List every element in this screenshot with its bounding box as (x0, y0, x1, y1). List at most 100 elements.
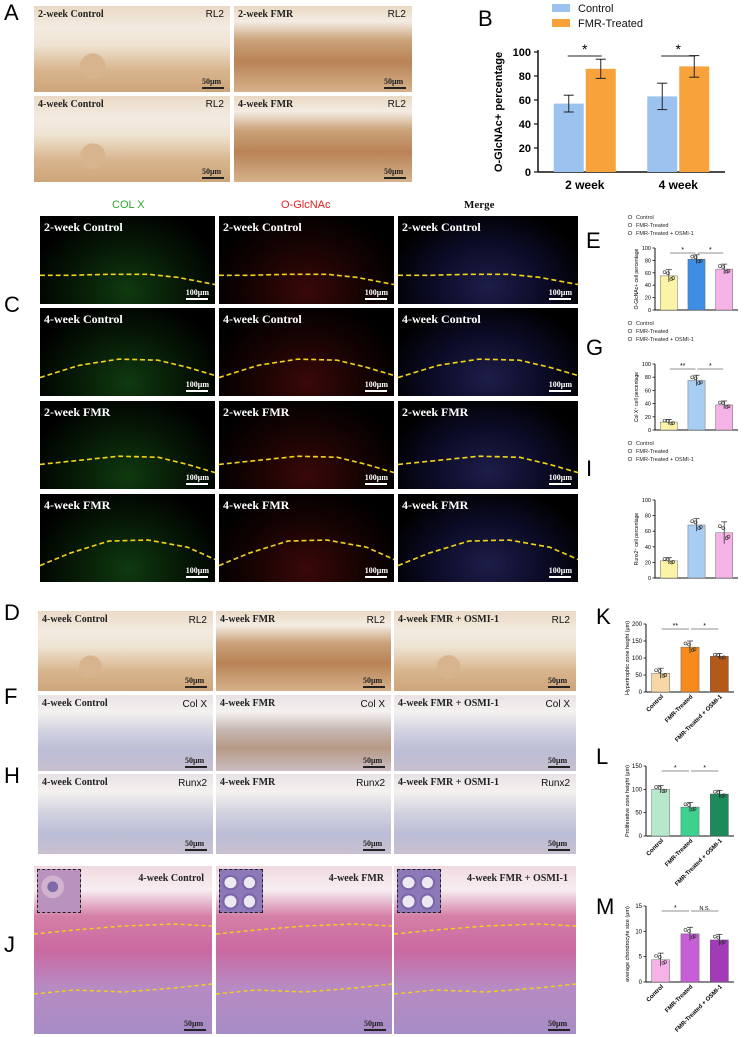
y-tick-label: 80 (645, 375, 651, 381)
panel-letter-m: M (596, 894, 614, 920)
y-tick-label: 40 (645, 402, 651, 408)
y-tick-label: 20 (645, 296, 651, 302)
tile-label: 4-week FMR (223, 498, 289, 513)
ihc-tile: 4-week FMR + OSMI-1 Runx2 50μm (394, 774, 576, 854)
tile-label: 4-week Control (138, 873, 204, 884)
tile-label: 2-week Control (44, 220, 123, 235)
tile-tag: RL2 (388, 99, 406, 110)
ihc-tile: 4-week FMR Col X 50μm (216, 695, 391, 771)
y-tick-label: 0 (639, 980, 643, 986)
ihc-tile: 4-week FMR RL2 50μm (216, 611, 391, 691)
bar (710, 940, 728, 982)
data-point (655, 954, 658, 957)
legend-label: FMR-Treated + OSMI-1 (636, 337, 694, 343)
scale-bar: 50μm (202, 77, 224, 89)
tile-tag: RL2 (206, 99, 224, 110)
ihc-tile: 4-week FMR + OSMI-1 Col X 50μm (394, 695, 576, 771)
legend-label: FMR-Treated (636, 449, 669, 455)
data-point (713, 653, 716, 656)
y-tick-label: 20 (645, 560, 651, 566)
panel-c-tile: 4-week FMR 100μm (219, 494, 394, 582)
scale-bar: 100μm (549, 380, 572, 392)
ihc-tile: 4-week Control RL2 50μm (38, 611, 213, 691)
y-tick-label: 0 (648, 428, 651, 434)
tile-label: 2-week FMR (238, 9, 293, 20)
y-tick-label: 0 (639, 834, 643, 840)
significance-label: * (582, 41, 588, 57)
panel-c-tile: 4-week Control 100μm (398, 308, 578, 396)
panel-letter-f: F (4, 684, 17, 710)
legend-label: FMR-Treated + OSMI-1 (636, 457, 694, 463)
scale-bar: 50μm (185, 756, 207, 768)
bar (710, 656, 728, 692)
y-tick-label: 60 (519, 95, 531, 107)
scale-bar: 50μm (548, 839, 570, 851)
tile-label: 4-week FMR (329, 873, 384, 884)
scale-bar: 100μm (365, 288, 388, 300)
tile-label: 4-week Control (42, 614, 108, 625)
bar (681, 934, 699, 982)
data-point (663, 557, 666, 560)
legend-label: Control (636, 215, 654, 221)
y-tick-label: 5 (639, 955, 643, 961)
scale-bar: 50μm (363, 756, 385, 768)
ihc-tile: 4-week FMR Runx2 50μm (216, 774, 391, 854)
legend-swatch (552, 19, 570, 27)
panel-c-tile: 2-week FMR 100μm (219, 401, 394, 489)
panel-c-tile: 2-week Control 100μm (398, 216, 578, 304)
y-axis-label: O-GlcNAc+ percentage (493, 52, 505, 172)
panel-a-tile-1: 2-week Control RL2 50μm (34, 6, 230, 92)
y-tick-label: 10 (635, 929, 642, 935)
tile-label: 4-week Control (44, 312, 123, 327)
significance-label: * (674, 905, 677, 912)
bar (586, 69, 616, 172)
legend-marker (628, 457, 632, 461)
y-axis-label: Proliferative zone height (μm) (625, 765, 631, 837)
y-tick-label: 100 (632, 787, 643, 793)
tile-label: 2-week Control (38, 9, 104, 20)
data-point (691, 376, 694, 379)
scale-bar: 50μm (185, 839, 207, 851)
y-tick-label: 40 (645, 545, 651, 551)
scale-bar: 100μm (365, 473, 388, 485)
bar (688, 381, 705, 431)
tile-label: 4-week Control (42, 698, 108, 709)
y-tick-label: 100 (642, 362, 651, 368)
tile-label: 4-week FMR (44, 498, 110, 513)
panel-a-tile-2: 2-week FMR RL2 50μm (234, 6, 412, 92)
scale-bar: 50μm (364, 1019, 386, 1031)
panel-c-tile: 2-week Control 100μm (219, 216, 394, 304)
scale-bar: 50μm (363, 676, 385, 688)
y-axis-label: Runx2⁺ cell percentage (634, 513, 640, 566)
header-colx: COL X (112, 199, 145, 211)
chart-m: 051015average chondrocyte size (μm)Contr… (614, 892, 744, 1032)
y-tick-label: 60 (645, 529, 651, 535)
scale-bar: 50μm (384, 77, 406, 89)
scale-bar: 50μm (548, 676, 570, 688)
tile-label: 4-week FMR + OSMI-1 (398, 614, 499, 625)
legend-marker (628, 215, 632, 219)
bar (652, 789, 670, 836)
tile-label: 4-week Control (38, 99, 104, 110)
tile-label: 4-week FMR + OSMI-1 (398, 777, 499, 788)
significance-label: * (681, 247, 684, 254)
data-point (655, 669, 658, 672)
y-tick-label: 100 (632, 656, 643, 662)
tile-tag: RL2 (206, 9, 224, 20)
y-tick-label: 80 (519, 71, 531, 83)
tile-label: 4-week FMR + OSMI-1 (398, 698, 499, 709)
scale-bar: 50μm (384, 167, 406, 179)
legend-marker (628, 321, 632, 325)
panel-letter-d: D (4, 600, 20, 626)
ihc-tile: 4-week Control Runx2 50μm (38, 774, 213, 854)
tile-tag: RL2 (367, 615, 385, 626)
y-tick-label: 200 (632, 622, 643, 628)
bar (681, 647, 699, 692)
legend-marker (628, 329, 632, 333)
y-tick-label: 100 (513, 47, 531, 59)
panel-letter-a: A (4, 0, 19, 26)
significance-label: * (709, 363, 712, 370)
panel-letter-c: C (4, 292, 20, 318)
tile-label: 4-week FMR (220, 698, 275, 709)
scale-bar: 100μm (365, 380, 388, 392)
